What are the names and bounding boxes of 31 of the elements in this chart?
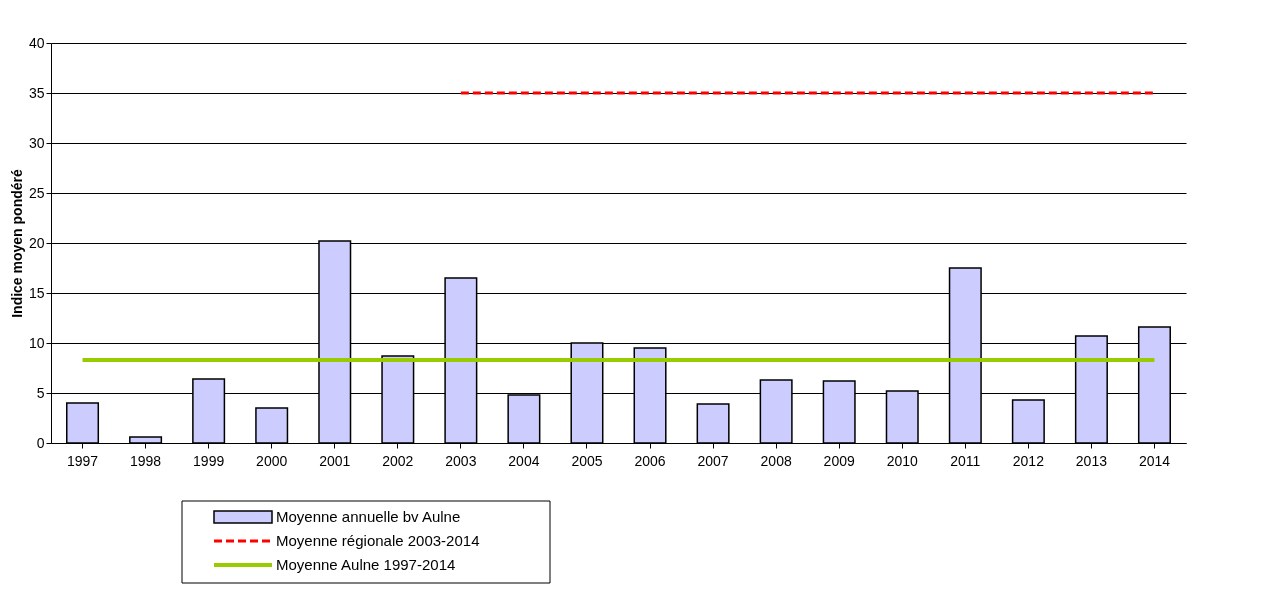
y-axis-title: Indice moyen pondéré <box>8 169 25 318</box>
x-tick-label: 2010 <box>886 452 919 469</box>
y-tick-label: 15 <box>28 284 45 301</box>
x-tick-label: 2012 <box>1012 452 1045 469</box>
y-tick-label: 10 <box>28 334 45 351</box>
y-tick-label: 0 <box>36 434 45 451</box>
x-tick-label: 2007 <box>697 452 729 469</box>
x-tick-label: 2009 <box>823 452 855 469</box>
x-tick-label: 1999 <box>193 452 225 469</box>
legend-label: Moyenne Aulne 1997-2014 <box>276 556 456 573</box>
y-tick-label: 40 <box>28 34 45 51</box>
x-tick-label: 2003 <box>445 452 477 469</box>
y-tick-label: 25 <box>28 184 45 201</box>
y-tick-label: 5 <box>36 384 45 401</box>
x-tick-label: 1997 <box>66 452 99 469</box>
y-tick-label: 35 <box>28 84 45 101</box>
y-tick-label: 20 <box>28 234 45 251</box>
x-tick-label: 2000 <box>256 452 288 469</box>
x-tick-label: 2008 <box>760 452 792 469</box>
x-tick-label: 1998 <box>130 452 162 469</box>
x-tick-label: 2005 <box>571 452 603 469</box>
x-tick-label: 2001 <box>319 452 351 469</box>
legend-label: Moyenne régionale 2003-2014 <box>276 532 480 549</box>
x-tick-label: 2013 <box>1075 452 1108 469</box>
x-tick-label: 2011 <box>950 452 981 469</box>
x-tick-label: 2014 <box>1138 452 1171 469</box>
legend-label: Moyenne annuelle bv Aulne <box>276 508 461 525</box>
x-tick-label: 2006 <box>634 452 666 469</box>
x-tick-label: 2004 <box>508 452 540 469</box>
x-tick-label: 2002 <box>382 452 414 469</box>
y-tick-label: 30 <box>28 134 45 151</box>
